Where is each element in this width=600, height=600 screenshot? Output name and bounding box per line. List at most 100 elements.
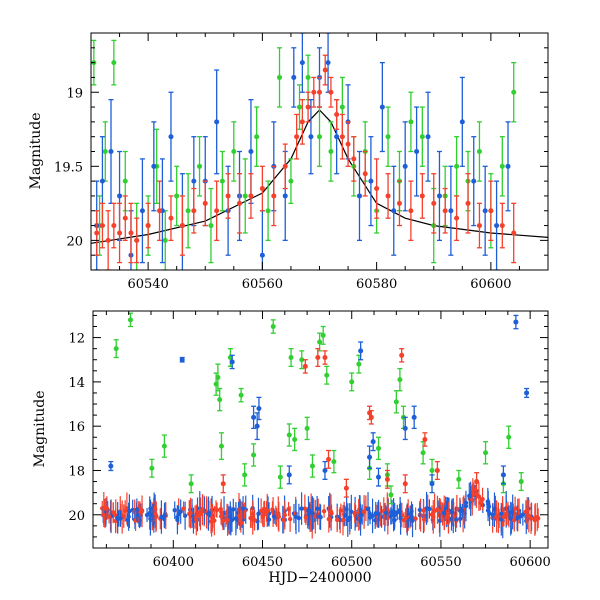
data-point [161,443,167,449]
baseline-point [248,515,253,521]
baseline-point [282,512,288,518]
data-point [117,193,123,199]
baseline-point [118,516,123,521]
baseline-point [376,511,381,517]
data-point [500,472,506,478]
baseline-point [197,510,202,516]
data-point [128,230,134,236]
data-point [334,134,340,140]
data-point [242,193,248,199]
data-point [202,200,208,206]
data-point [442,208,448,214]
baseline-point [238,517,244,523]
model-curve-line [91,109,548,244]
data-point [218,443,224,449]
data-point [162,237,168,243]
data-point [302,363,308,369]
x-tick-label: 60600 [470,277,511,292]
data-point [518,479,524,485]
baseline-point [342,513,348,518]
baseline-point [181,506,186,511]
data-point [168,215,174,221]
data-point [219,178,225,184]
data-point [208,223,214,229]
baseline-point [388,513,393,519]
baseline-point [334,517,340,523]
y-tick-label: 20 [68,509,85,524]
bottom-panel: 60400 60450 60500 60550 60600 12 14 16 18 20 Magn… [32,310,551,586]
data-point [127,317,133,323]
data-point [277,74,283,80]
data-point [286,472,292,478]
data-point [251,452,257,458]
data-point [270,324,276,330]
baseline-point [352,510,357,516]
x-tick-label: 60560 [242,277,283,292]
top-panel: 60540 60560 60580 60600 19 19.5 20 Magnitude [28,32,549,292]
baseline-point [188,510,193,516]
data-point [456,476,462,482]
data-point [248,193,254,199]
data-point [454,163,460,169]
baseline-point [200,507,205,512]
data-point [99,178,105,184]
baseline-point [403,515,408,521]
baseline-point [271,514,277,519]
baseline-point [421,508,426,513]
baseline-point [233,516,239,521]
data-point [259,186,265,192]
data-point [396,200,402,206]
y-tick-label: 12 [68,332,85,347]
baseline-point [535,516,541,521]
baseline-point [194,517,199,523]
data-point [277,474,283,480]
baseline-point [417,507,423,513]
data-point [265,208,271,214]
data-point [111,60,117,66]
baseline-point [206,511,211,516]
baseline-point [449,510,455,515]
data-point [317,134,322,140]
data-point [149,465,155,471]
bottom-panel-frame [92,310,549,549]
data-point [214,208,220,214]
data-point [422,436,428,442]
baseline-point [318,515,323,520]
data-point [419,134,425,140]
data-point [242,472,248,478]
data-point [108,149,114,154]
baseline-point [153,511,158,517]
data-point [282,193,288,199]
baseline-point [321,508,327,514]
data-point [217,397,223,403]
data-point [179,223,185,229]
baseline-point [361,509,367,515]
data-point [282,163,288,169]
y-tick-label: 19 [66,86,83,101]
data-point [345,141,351,147]
data-point [459,119,465,125]
data-point [191,208,197,214]
data-point [225,193,231,199]
data-point [358,348,364,354]
data-point [505,163,511,169]
data-point [145,223,151,229]
data-point [375,445,381,451]
baseline-point [293,514,299,519]
baseline-point [101,512,106,518]
baseline-point [135,512,140,518]
baseline-point [485,499,491,504]
data-point [322,467,328,473]
data-point [322,67,328,73]
data-point [305,74,311,80]
data-point [299,60,305,66]
data-point [99,223,105,229]
data-point [334,111,340,117]
baseline-point [370,513,375,519]
data-point [328,89,334,95]
data-point [317,89,322,95]
data-point [311,89,317,95]
data-point [197,163,203,169]
data-point [374,186,380,192]
